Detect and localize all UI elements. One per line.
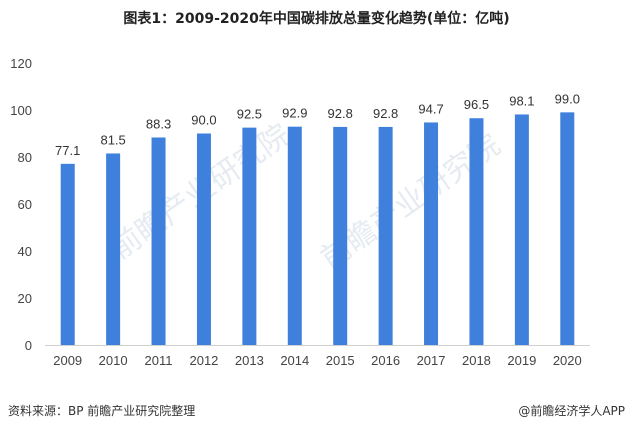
bar-2014 [287, 126, 302, 345]
bar-2018 [469, 118, 484, 345]
x-tick-label: 2019 [507, 353, 536, 368]
bar-2015 [333, 126, 348, 345]
x-tick-label: 2012 [189, 353, 218, 368]
data-label: 90.0 [191, 113, 216, 128]
x-tick-label: 2009 [53, 353, 82, 368]
bar-2011 [151, 137, 166, 345]
y-tick-label: 40 [18, 244, 32, 259]
bar-2009 [60, 163, 75, 345]
y-tick-label: 100 [10, 103, 32, 118]
y-tick-label: 120 [10, 56, 32, 71]
y-tick-label: 80 [18, 150, 32, 165]
data-label: 81.5 [100, 132, 125, 147]
y-tick-label: 0 [25, 338, 32, 353]
data-label: 92.8 [328, 106, 353, 121]
y-tick-label: 60 [18, 197, 32, 212]
data-label: 92.9 [282, 106, 307, 121]
data-label: 92.8 [373, 106, 398, 121]
data-label: 98.1 [509, 93, 534, 108]
x-tick-label: 2010 [99, 353, 128, 368]
data-label: 88.3 [146, 116, 171, 131]
bar-2017 [424, 122, 439, 345]
bar-2020 [560, 112, 575, 345]
data-label: 99.0 [555, 91, 580, 106]
data-label: 94.7 [418, 101, 443, 116]
data-label: 92.5 [237, 107, 262, 122]
x-tick-label: 2017 [417, 353, 446, 368]
bar-chart: 前瞻产业研究院前瞻产业研究院02040608010012077.1200981.… [10, 56, 590, 368]
bar-2012 [196, 133, 211, 345]
x-tick-label: 2016 [371, 353, 400, 368]
source-note: 资料来源：BP 前瞻产业研究院整理 [8, 404, 196, 418]
x-tick-label: 2015 [326, 353, 355, 368]
x-tick-label: 2018 [462, 353, 491, 368]
data-label: 96.5 [464, 97, 489, 112]
bar-2010 [106, 153, 121, 345]
x-tick-label: 2013 [235, 353, 264, 368]
y-tick-label: 20 [18, 291, 32, 306]
x-tick-label: 2014 [280, 353, 309, 368]
bar-2019 [514, 114, 529, 345]
bar-2016 [378, 126, 393, 345]
bar-2013 [242, 127, 257, 345]
brand-label: @前瞻经济学人APP [518, 404, 625, 418]
x-tick-label: 2011 [145, 353, 173, 368]
chart-title: 图表1：2009-2020年中国碳排放总量变化趋势(单位：亿吨) [123, 11, 510, 27]
x-tick-label: 2020 [553, 353, 582, 368]
data-label: 77.1 [55, 143, 80, 158]
